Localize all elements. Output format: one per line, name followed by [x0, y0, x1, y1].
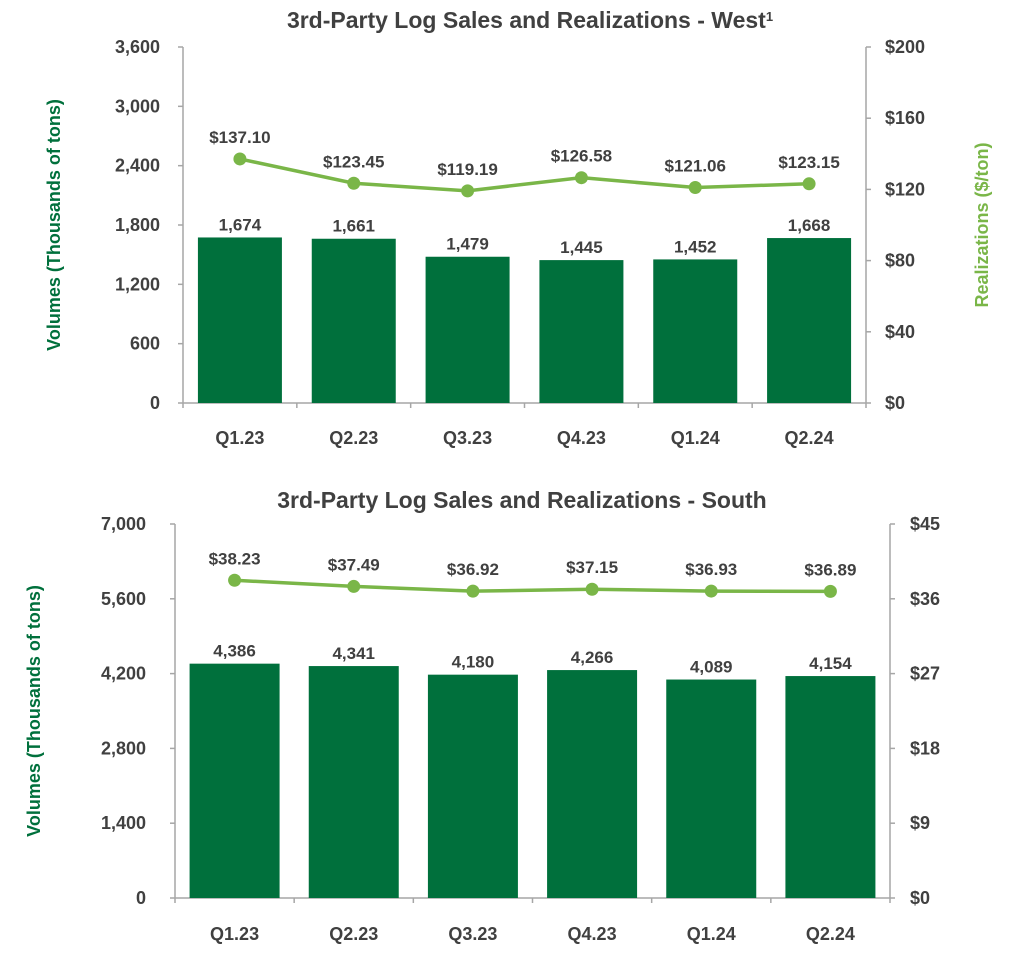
west-title-footnote: 1: [766, 9, 773, 24]
south-bar-value-label: 4,154: [809, 654, 852, 673]
south-category-label: Q3.23: [448, 924, 497, 944]
west-left-tick-label: 2,400: [115, 156, 160, 176]
west-left-tick-label: 0: [150, 393, 160, 413]
south-category-label: Q2.24: [806, 924, 855, 944]
west-bar-value-label: 1,668: [788, 216, 831, 235]
south-left-tick-label: 4,200: [101, 664, 146, 684]
south-bar-value-label: 4,180: [452, 653, 495, 672]
west-bar-value-label: 1,661: [332, 217, 375, 236]
south-realization-point: [347, 579, 361, 593]
south-realization-point: [585, 582, 599, 596]
west-bar-value-label: 1,674: [219, 215, 262, 234]
south-chart-title: 3rd-Party Log Sales and Realizations - S…: [277, 487, 766, 513]
west-bar: [197, 237, 282, 403]
south-right-tick-label: $45: [910, 514, 940, 534]
west-bar: [311, 238, 396, 403]
south-right-tick-label: $9: [910, 813, 930, 833]
south-realization-point: [228, 573, 242, 587]
west-realization-point: [802, 177, 816, 191]
west-bar: [425, 256, 510, 403]
west-left-axis-title: Volumes (Thousands of tons): [44, 99, 64, 351]
west-realization-point: [233, 152, 247, 166]
south-realization-value-label: $36.89: [804, 560, 856, 579]
west-right-tick-label: $200: [885, 37, 925, 57]
west-left-tick-label: 3,000: [115, 96, 160, 116]
west-realization-point: [688, 181, 702, 195]
south-bar: [547, 670, 638, 898]
west-left-tick-label: 600: [130, 334, 160, 354]
west-category-label: Q1.23: [215, 428, 264, 448]
west-bar: [539, 260, 624, 403]
west-realization-point: [574, 171, 588, 185]
south-realization-line: [234, 578, 831, 594]
south-left-axis-title: Volumes (Thousands of tons): [24, 585, 44, 837]
south-realization-value-label: $38.23: [209, 549, 261, 568]
south-left-tick-label: 5,600: [101, 589, 146, 609]
west-right-tick-label: $80: [885, 251, 915, 271]
west-bar-value-label: 1,452: [674, 237, 717, 256]
south-bar: [427, 674, 518, 898]
south-bar: [308, 666, 399, 898]
south-bar-value-label: 4,341: [332, 644, 375, 663]
west-realization-line: [239, 157, 810, 193]
south-right-tick-label: $27: [910, 664, 940, 684]
south-realization-point: [823, 584, 837, 598]
south-left-tick-label: 0: [136, 888, 146, 908]
west-left-tick-label: 1,800: [115, 215, 160, 235]
west-realization-value-label: $121.06: [665, 157, 726, 176]
west-realization-value-label: $123.45: [323, 152, 384, 171]
south-bar-value-label: 4,266: [571, 648, 614, 667]
south-realization-point: [704, 584, 718, 598]
west-bar: [767, 238, 852, 403]
south-category-label: Q2.23: [329, 924, 378, 944]
south-bar: [189, 663, 280, 898]
south-right-tick-label: $0: [910, 888, 930, 908]
west-chart-title: 3rd-Party Log Sales and Realizations - W…: [287, 7, 773, 33]
west-realization-value-label: $137.10: [209, 128, 270, 147]
west-right-tick-label: $160: [885, 108, 925, 128]
south-category-label: Q4.23: [568, 924, 617, 944]
south-left-tick-label: 1,400: [101, 813, 146, 833]
west-bar: [653, 259, 738, 403]
south-realization-value-label: $37.49: [328, 555, 380, 574]
west-realization-value-label: $123.15: [778, 153, 839, 172]
west-bar-value-label: 1,445: [560, 238, 603, 257]
south-right-tick-label: $18: [910, 738, 940, 758]
west-category-label: Q1.24: [671, 428, 720, 448]
south-bar-value-label: 4,089: [690, 658, 733, 677]
south-left-tick-label: 7,000: [101, 514, 146, 534]
south-right-tick-label: $36: [910, 589, 940, 609]
south-bar-value-label: 4,386: [213, 642, 256, 661]
south-realization-value-label: $36.92: [447, 560, 499, 579]
west-bar-value-label: 1,479: [446, 235, 489, 254]
west-left-tick-label: 3,600: [115, 37, 160, 57]
south-realization-value-label: $36.93: [685, 560, 737, 579]
west-realization-value-label: $126.58: [551, 147, 612, 166]
south-realization-point: [466, 584, 480, 598]
west-category-label: Q2.23: [329, 428, 378, 448]
west-realization-point: [461, 184, 475, 198]
south-bar: [666, 679, 757, 898]
west-category-label: Q3.23: [443, 428, 492, 448]
west-left-tick-label: 1,200: [115, 274, 160, 294]
west-category-label: Q4.23: [557, 428, 606, 448]
south-left-tick-label: 2,800: [101, 738, 146, 758]
west-right-axis-title: Realizations ($/ton): [972, 142, 992, 307]
south-category-label: Q1.24: [687, 924, 736, 944]
west-category-label: Q2.24: [785, 428, 834, 448]
west-right-tick-label: $120: [885, 179, 925, 199]
south-realization-value-label: $37.15: [566, 558, 618, 577]
west-right-tick-label: $40: [885, 322, 915, 342]
south-category-label: Q1.23: [210, 924, 259, 944]
south-bar: [785, 676, 876, 898]
west-realization-point: [347, 176, 361, 190]
west-realization-value-label: $119.19: [437, 160, 498, 179]
west-right-tick-label: $0: [885, 393, 905, 413]
